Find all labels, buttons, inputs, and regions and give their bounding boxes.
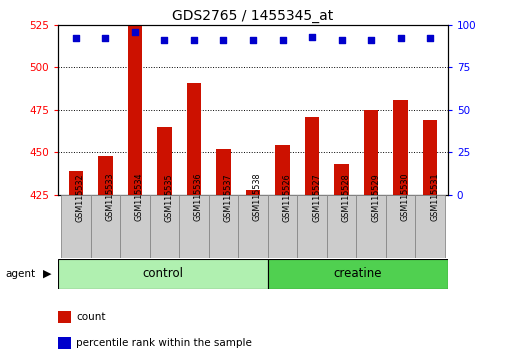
Text: control: control (142, 268, 183, 280)
Point (425, 35, 433, 41)
FancyBboxPatch shape (208, 195, 238, 258)
Text: GSM115530: GSM115530 (400, 173, 409, 222)
FancyBboxPatch shape (149, 195, 179, 258)
Point (366, 37, 374, 43)
Bar (216, 149, 230, 195)
FancyBboxPatch shape (297, 195, 326, 258)
Bar (157, 127, 172, 195)
Point (131, 29, 139, 34)
Point (101, 35, 109, 41)
Point (160, 37, 168, 43)
FancyBboxPatch shape (61, 195, 90, 258)
Bar (422, 120, 437, 195)
Bar (304, 116, 319, 195)
Point (248, 37, 257, 43)
Text: GSM115529: GSM115529 (370, 173, 379, 222)
FancyBboxPatch shape (356, 195, 385, 258)
Bar (275, 145, 289, 195)
Point (219, 37, 227, 43)
FancyBboxPatch shape (238, 195, 267, 258)
Text: percentile rank within the sample: percentile rank within the sample (76, 338, 251, 348)
Text: GSM115537: GSM115537 (223, 173, 232, 222)
Point (72, 35, 80, 41)
FancyBboxPatch shape (120, 195, 149, 258)
Bar (186, 82, 201, 195)
Point (189, 37, 197, 43)
FancyBboxPatch shape (179, 195, 208, 258)
FancyBboxPatch shape (90, 195, 120, 258)
Point (396, 35, 404, 41)
Text: GSM115527: GSM115527 (312, 173, 320, 222)
Bar (363, 110, 378, 195)
Bar (333, 164, 348, 195)
Text: GSM115533: GSM115533 (105, 173, 114, 222)
Bar (245, 190, 260, 195)
Text: ▶: ▶ (43, 269, 52, 279)
Text: GSM115526: GSM115526 (282, 173, 291, 222)
Point (278, 37, 286, 43)
Point (308, 34, 316, 40)
Text: GSM115534: GSM115534 (135, 173, 143, 222)
Point (337, 37, 345, 43)
FancyBboxPatch shape (326, 195, 356, 258)
FancyBboxPatch shape (415, 195, 444, 258)
Text: GDS2765 / 1455345_at: GDS2765 / 1455345_at (172, 9, 333, 23)
FancyBboxPatch shape (268, 259, 447, 289)
FancyBboxPatch shape (58, 259, 268, 289)
Text: GSM115538: GSM115538 (252, 173, 262, 222)
Bar (127, 27, 142, 195)
Text: agent: agent (5, 269, 35, 279)
Text: GSM115528: GSM115528 (341, 173, 350, 222)
Bar (68, 171, 83, 195)
Bar (98, 156, 113, 195)
Text: creatine: creatine (333, 268, 381, 280)
Text: GSM115535: GSM115535 (164, 173, 173, 222)
Bar (392, 99, 407, 195)
FancyBboxPatch shape (267, 195, 297, 258)
Text: count: count (76, 312, 105, 322)
Text: GSM115536: GSM115536 (193, 173, 203, 222)
FancyBboxPatch shape (385, 195, 415, 258)
Text: GSM115532: GSM115532 (76, 173, 85, 222)
Text: GSM115531: GSM115531 (429, 173, 438, 222)
